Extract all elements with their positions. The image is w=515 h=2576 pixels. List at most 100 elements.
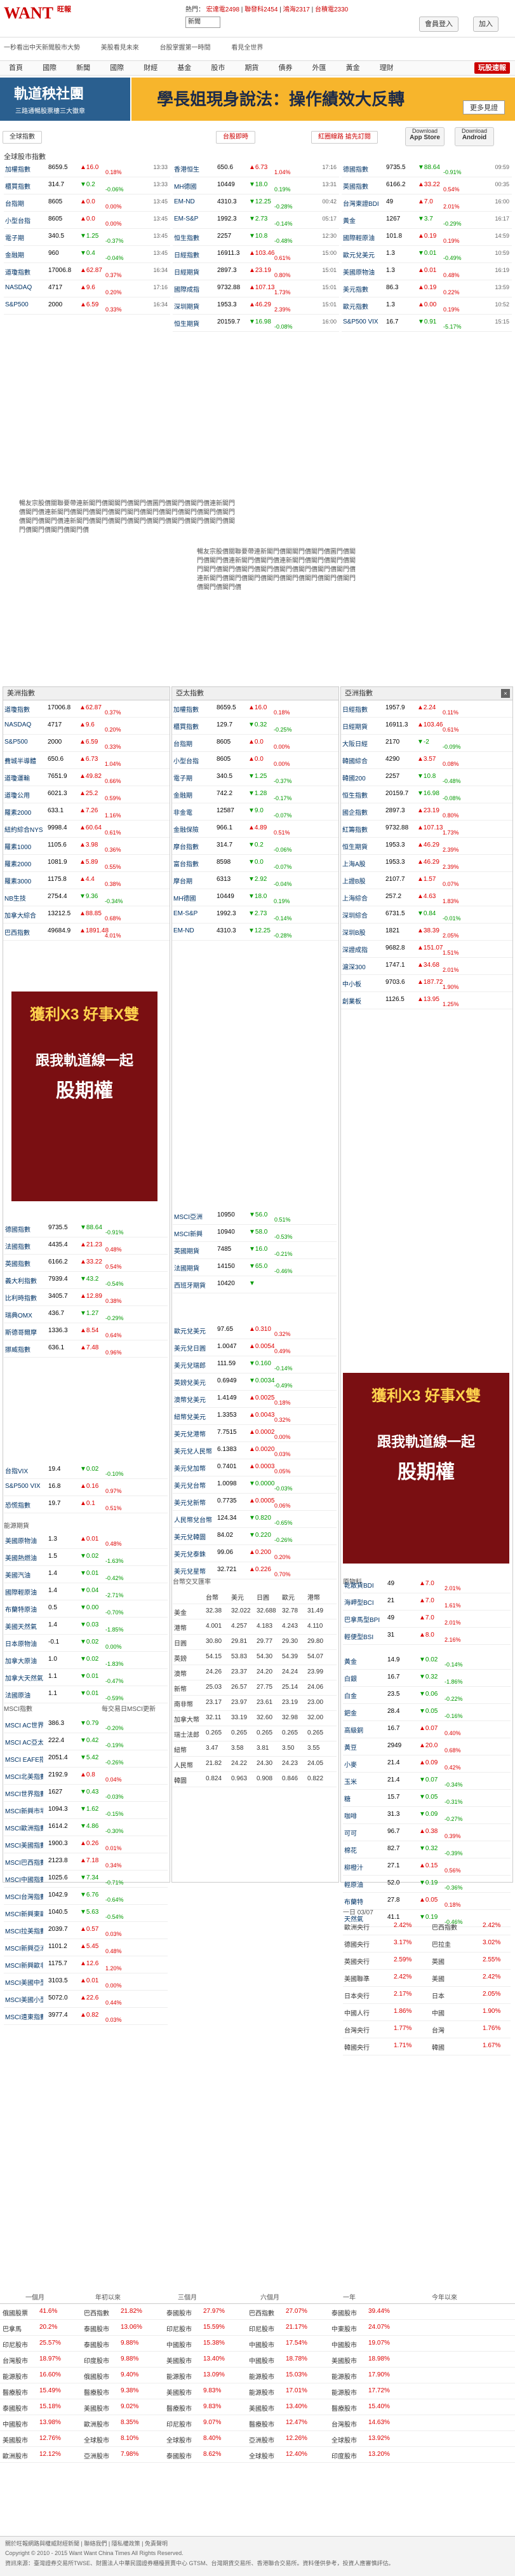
quote-name[interactable]: 香港恒生	[174, 167, 199, 174]
quote-name[interactable]: 棉花	[344, 1848, 357, 1855]
quote-row[interactable]: 美國天然氣 1.4 ▼0.03 -1.85%	[4, 1618, 168, 1635]
quote-name[interactable]: 中小板	[342, 981, 361, 988]
quote-name[interactable]: MSCI EAFE指數	[5, 1757, 43, 1764]
nav-item[interactable]: 理財	[379, 64, 394, 72]
quote-row[interactable]: MSCI巴西指數 2123.8 ▲7.18 0.34%	[4, 1853, 168, 1871]
quote-name[interactable]: 國際輕原油	[343, 235, 375, 242]
stock-alert-button[interactable]: 玩股速報	[474, 62, 510, 74]
quote-row[interactable]: 輕便型BSI 31 ▲8.0 2.16%	[343, 1628, 511, 1645]
fund-cell[interactable]: 中國股市	[3, 2422, 28, 2429]
fund-cell[interactable]: 台灣股市	[331, 2422, 357, 2429]
fund-row[interactable]: 台灣股市 18.97% 印度股市 9.88% 美國股市 13.40% 中國股市 18.78% 美…	[0, 2352, 515, 2368]
quote-name[interactable]: MSCI拉美指數	[5, 1928, 43, 1935]
quote-row[interactable]: 美國原物油 1.3 ▲0.01 0.48% 16:19	[342, 263, 512, 280]
quote-name[interactable]: EM-S&P	[173, 910, 198, 917]
quote-name[interactable]: MSCI新興歐非中東	[5, 1963, 43, 1970]
quote-name[interactable]: MSCI台灣指數	[5, 1894, 43, 1901]
quote-name[interactable]: 英國指數	[343, 184, 368, 191]
quote-name[interactable]: 加拿大天然氣	[5, 1675, 43, 1682]
quote-name[interactable]: MSCI世界指數	[5, 1791, 43, 1798]
nav-item[interactable]: 債券	[278, 64, 293, 72]
quote-row[interactable]: EM-ND 4310.3 ▼12.25 -0.28%	[172, 923, 338, 941]
quote-name[interactable]: 日本原物油	[5, 1641, 37, 1648]
quote-name[interactable]: S&P500 VIX	[343, 318, 378, 325]
quote-row[interactable]: 金融期 960 ▼0.4 -0.04% 13:45	[4, 246, 170, 263]
quote-row[interactable]: 金融保險 966.1 ▲4.89 0.51%	[172, 821, 338, 838]
quote-row[interactable]: 美元兌日圓 1.0047 ▲0.0054 0.49%	[173, 1339, 337, 1356]
quote-row[interactable]: 小麥 21.4 ▲0.09 0.42%	[343, 1755, 511, 1773]
quote-row[interactable]: 加拿大天然氣 1.1 ▼0.01 -0.47%	[4, 1669, 168, 1686]
fund-row[interactable]: 泰國股市 15.18% 美國股市 9.02% 醫療股市 9.83% 美國股市 13.40% 醫療…	[0, 2399, 515, 2415]
quote-name[interactable]: 法國原油	[5, 1693, 30, 1700]
quote-name[interactable]: 高級銅	[344, 1728, 363, 1734]
nav-item[interactable]: 國際	[110, 64, 124, 72]
quote-row[interactable]: S&P500 2000 ▲6.59 0.33% 16:34	[4, 297, 170, 315]
quote-name[interactable]: 美國天然氣	[5, 1624, 37, 1631]
rate-row[interactable]: 中國人行 1.86% 中國 1.90%	[343, 2004, 511, 2021]
quote-name[interactable]: 恒生期貨	[174, 321, 199, 328]
quote-row[interactable]: 加權指數 8659.5 ▲16.0 0.18% 13:33	[4, 160, 170, 177]
quote-row[interactable]: 鈀金 28.4 ▼0.05 -0.16%	[343, 1704, 511, 1721]
quote-row[interactable]: 道瓊運輸 7651.9 ▲49.82 0.66%	[3, 769, 170, 786]
quote-row[interactable]: S&P500 VIX 16.8 ▲0.16 0.97%	[4, 1479, 168, 1496]
quote-row[interactable]: 義大利指數 7939.4 ▼43.2 -0.54%	[4, 1272, 168, 1289]
banner-left[interactable]: 軌道秧社團 三路通暢股票樓三大徽章	[0, 78, 130, 121]
banner-right[interactable]: 學長姐現身說法：操作績效大反轉 更多見證	[131, 78, 515, 121]
quote-name[interactable]: 滬深300	[342, 964, 366, 971]
quote-name[interactable]: 紐幣兌美元	[174, 1414, 206, 1421]
fund-cell[interactable]: 亞洲股市	[84, 2453, 109, 2460]
quote-row[interactable]: 摩台期 6313 ▼2.92 -0.04%	[172, 872, 338, 889]
fund-cell[interactable]: 歐洲股市	[3, 2453, 28, 2460]
quote-row[interactable]: MSCI世界指數 1627 ▼0.43 -0.03%	[4, 1785, 168, 1802]
ios-download-button[interactable]: Download App Store	[405, 127, 445, 146]
quote-name[interactable]: 加權指數	[5, 167, 30, 174]
quote-row[interactable]: 美元兌加幣 0.7401 ▲0.0003 0.05%	[173, 1459, 337, 1476]
fund-row[interactable]: 醫療股市 15.49% 醫療股市 9.38% 美國股市 9.83% 能源股市 17.01% 能源…	[0, 2383, 515, 2399]
quote-row[interactable]: 台灣東證BDI 49 ▲7.0 2.01% 16:00	[342, 194, 512, 212]
quote-row[interactable]: 巴拿馬型BPI 49 ▲7.0 2.01%	[343, 1611, 511, 1628]
quote-row[interactable]: 恒生指數 20159.7 ▼16.98 -0.08%	[341, 786, 512, 803]
quote-row[interactable]: 柳橙汁 27.1 ▲0.15 0.56%	[343, 1858, 511, 1876]
quote-name[interactable]: 恐慌指數	[5, 1503, 30, 1509]
quote-row[interactable]: 櫃買指數 129.7 ▼0.32 -0.25%	[172, 718, 338, 735]
quote-row[interactable]: 富台指數 8598 ▼0.0 -0.07%	[172, 855, 338, 872]
quote-name[interactable]: 義大利指數	[5, 1278, 37, 1285]
quote-name[interactable]: 歐元兌美元	[174, 1328, 206, 1335]
fund-cell[interactable]: 泰國股市	[3, 2406, 28, 2413]
quote-name[interactable]: 摩台指數	[173, 844, 199, 851]
quote-row[interactable]: 紅籌指數 9732.88 ▲107.13 1.73%	[341, 821, 512, 838]
quote-name[interactable]: 國企指數	[342, 810, 368, 817]
quote-name[interactable]: 國際輕原油	[5, 1590, 37, 1597]
quote-row[interactable]: 棉花 82.7 ▼0.32 -0.39%	[343, 1841, 511, 1858]
promo-ad-right[interactable]: 獲利X3 好事X雙 跟我軌道線一起 股期權	[343, 1373, 509, 1564]
quote-row[interactable]: 深圳期貨 1953.3 ▲46.29 2.39% 15:01	[173, 297, 339, 315]
quote-row[interactable]: 韓國綜合 4290 ▲3.57 0.08%	[341, 752, 512, 769]
fund-row[interactable]: 中國股市 13.98% 歐洲股市 8.35% 印尼股市 9.07% 醫療股市 12.47% 台灣…	[0, 2415, 515, 2431]
quote-name[interactable]: MH德國	[174, 184, 197, 191]
fund-cell[interactable]: 能源股市	[166, 2374, 192, 2381]
quote-row[interactable]: MSCI新興 10940 ▼58.0 -0.53%	[173, 1225, 337, 1242]
quote-name[interactable]: 台指期	[173, 741, 192, 748]
quote-row[interactable]: 法國期貨 14150 ▼65.0 -0.46%	[173, 1259, 337, 1276]
quote-row[interactable]: 加拿大綜合 13212.5 ▲88.85 0.68%	[3, 906, 170, 923]
quote-name[interactable]: NB生技	[4, 896, 26, 903]
quote-name[interactable]: 小麥	[344, 1762, 357, 1769]
quote-name[interactable]: 道瓊指數	[5, 269, 30, 276]
quote-row[interactable]: MSCI美國中型 3103.5 ▲0.01 0.00%	[4, 1973, 168, 1991]
fund-cell[interactable]: 亞洲股市	[249, 2437, 274, 2444]
quote-row[interactable]: 美元兌台幣 1.0098 ▼0.0000 -0.03%	[173, 1476, 337, 1494]
fund-cell[interactable]: 印尼股市	[3, 2342, 28, 2349]
quote-name[interactable]: 美元兌韓圜	[174, 1534, 206, 1541]
quote-row[interactable]: 英鎊兌美元 0.6949 ▼0.0034 -0.49%	[173, 1373, 337, 1391]
quote-row[interactable]: 羅素1000 1105.6 ▲3.98 0.36%	[3, 838, 170, 855]
hot-item[interactable]: 鴻海2317	[283, 6, 310, 13]
quote-name[interactable]: 日經指數	[342, 707, 368, 714]
nav-item[interactable]: 黃金	[345, 64, 360, 72]
join-button[interactable]: 加入	[473, 17, 498, 32]
site-logo[interactable]: WANT 旺報	[4, 4, 71, 23]
quote-name[interactable]: 美元兌台幣	[174, 1483, 206, 1490]
quote-row[interactable]: MSCI EAFE指數 2051.4 ▼5.42 -0.26%	[4, 1750, 168, 1768]
fund-row[interactable]: 歐洲股市 12.12% 亞洲股市 7.98% 泰國股市 8.62% 全球股市 12.40% 印度…	[0, 2447, 515, 2463]
quote-row[interactable]: 海岬型BCI 21 ▲7.0 1.61%	[343, 1593, 511, 1611]
fund-header-cell[interactable]: 三個月	[178, 2294, 197, 2301]
